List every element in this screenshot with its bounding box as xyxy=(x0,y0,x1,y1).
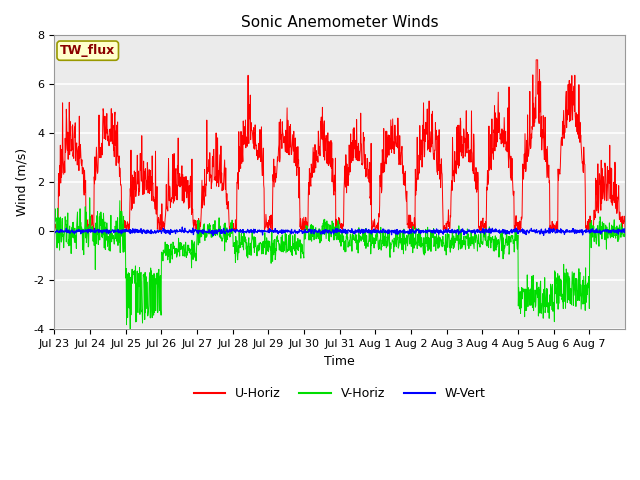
U-Horiz xyxy=(559,119,566,124)
W-Vert xyxy=(209,233,217,239)
Title: Sonic Anemometer Winds: Sonic Anemometer Winds xyxy=(241,15,438,30)
V-Horiz xyxy=(326,239,333,244)
U-Horiz xyxy=(621,226,629,231)
Text: TW_flux: TW_flux xyxy=(60,44,115,57)
Line: V-Horiz: V-Horiz xyxy=(54,198,625,333)
Line: U-Horiz: U-Horiz xyxy=(54,60,625,231)
W-Vert xyxy=(179,224,186,230)
U-Horiz xyxy=(532,57,540,63)
V-Horiz xyxy=(86,195,93,201)
W-Vert xyxy=(315,228,323,234)
Line: W-Vert: W-Vert xyxy=(54,227,625,236)
U-Horiz xyxy=(314,159,322,165)
U-Horiz xyxy=(140,158,147,164)
W-Vert xyxy=(614,231,622,237)
V-Horiz xyxy=(126,330,134,336)
V-Horiz xyxy=(621,226,629,231)
V-Horiz xyxy=(141,272,148,278)
U-Horiz xyxy=(51,222,58,228)
V-Horiz xyxy=(475,240,483,245)
U-Horiz xyxy=(325,162,333,168)
W-Vert xyxy=(559,228,566,233)
U-Horiz xyxy=(614,196,622,202)
V-Horiz xyxy=(559,299,566,305)
U-Horiz xyxy=(410,228,417,234)
W-Vert xyxy=(140,227,147,233)
U-Horiz xyxy=(475,224,483,230)
V-Horiz xyxy=(315,227,323,233)
W-Vert xyxy=(51,231,58,237)
W-Vert xyxy=(621,229,629,235)
Legend: U-Horiz, V-Horiz, W-Vert: U-Horiz, V-Horiz, W-Vert xyxy=(189,383,491,406)
V-Horiz xyxy=(51,241,58,247)
V-Horiz xyxy=(614,225,622,231)
W-Vert xyxy=(326,228,333,234)
W-Vert xyxy=(475,228,483,234)
X-axis label: Time: Time xyxy=(324,355,355,368)
Y-axis label: Wind (m/s): Wind (m/s) xyxy=(15,148,28,216)
